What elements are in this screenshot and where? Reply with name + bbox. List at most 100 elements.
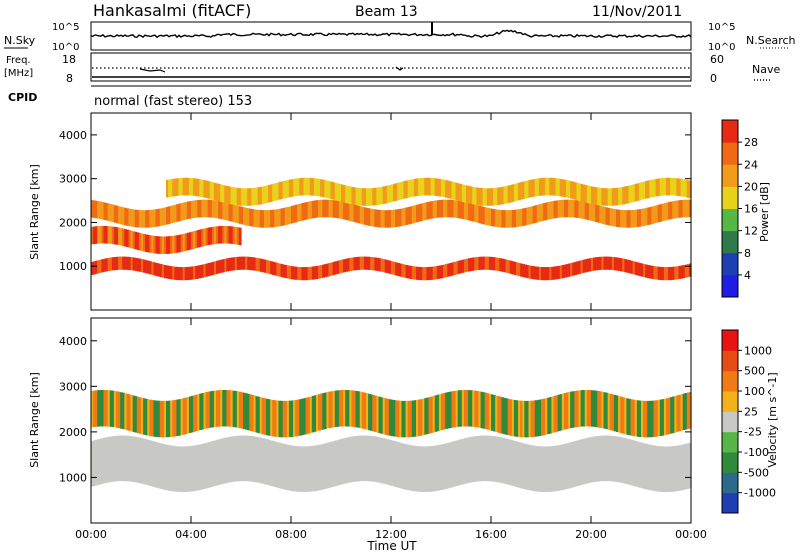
- data-cell: [168, 236, 171, 254]
- data-cell: [261, 438, 265, 484]
- data-cell: [407, 180, 411, 198]
- data-cell: [584, 259, 588, 273]
- data-cell: [624, 397, 628, 435]
- data-cell: [578, 439, 582, 486]
- data-cell: [174, 235, 178, 253]
- data-cell: [153, 235, 157, 254]
- data-cell: [218, 201, 221, 219]
- data-cell: [574, 182, 578, 200]
- data-cell: [538, 446, 542, 492]
- data-cell: [568, 392, 571, 429]
- data-cell: [149, 235, 153, 253]
- data-cell: [178, 399, 182, 436]
- data-cell: [453, 390, 457, 428]
- data-cell: [257, 258, 261, 272]
- data-cell: [278, 442, 282, 489]
- data-cell: [672, 266, 675, 280]
- data-cell: [382, 438, 386, 484]
- data-cell: [180, 234, 184, 252]
- data-cell: [438, 394, 442, 431]
- data-cell: [399, 208, 403, 227]
- data-cell: [101, 225, 105, 244]
- data-cell: [457, 390, 461, 427]
- data-cell: [193, 178, 196, 196]
- data-cell: [482, 435, 486, 482]
- data-cell: [93, 390, 96, 427]
- data-cell: [476, 205, 480, 223]
- data-cell: [551, 446, 555, 492]
- data-cell: [216, 200, 219, 219]
- data-cell: [178, 446, 182, 492]
- data-cell: [636, 441, 640, 488]
- data-cell: [384, 438, 388, 485]
- data-cell: [495, 187, 498, 206]
- data-cell: [174, 178, 178, 196]
- data-cell: [588, 437, 592, 483]
- data-cell: [186, 201, 190, 220]
- data-cell: [259, 210, 263, 228]
- data-cell: [641, 208, 644, 227]
- data-cell: [553, 445, 557, 492]
- data-cell: [584, 185, 588, 203]
- data-cell: [526, 444, 530, 490]
- data-cell: [116, 391, 119, 428]
- data-cell: [245, 188, 248, 206]
- data-cell: [347, 390, 350, 427]
- data-cell: [324, 180, 328, 198]
- data-cell: [601, 391, 605, 429]
- data-cell: [161, 236, 165, 254]
- data-cell: [143, 234, 146, 252]
- data-cell: [184, 267, 188, 281]
- data-cell: [438, 444, 442, 491]
- data-cell: [578, 260, 582, 274]
- data-cell: [447, 199, 450, 218]
- data-cell: [511, 440, 515, 486]
- colorbar-swatch-5: [722, 391, 738, 412]
- data-cell: [493, 436, 496, 482]
- data-cell: [247, 256, 250, 270]
- data-cell: [263, 259, 267, 273]
- xtick-label-0: 00:00: [75, 528, 107, 541]
- data-cell: [655, 445, 659, 492]
- data-cell: [216, 183, 219, 201]
- data-cell: [147, 439, 150, 486]
- data-cell: [622, 437, 625, 484]
- data-cell: [605, 392, 609, 430]
- data-cell: [197, 178, 200, 197]
- data-cell: [553, 266, 557, 280]
- data-cell: [438, 265, 442, 279]
- data-cell: [172, 266, 175, 280]
- data-cell: [316, 265, 319, 279]
- data-cell: [357, 205, 361, 224]
- data-cell: [618, 209, 621, 228]
- data-cell: [509, 439, 513, 486]
- data-cell: [663, 398, 667, 436]
- data-cell: [393, 261, 396, 275]
- data-cell: [422, 177, 425, 196]
- data-cell: [463, 389, 467, 427]
- data-cell: [568, 442, 571, 489]
- data-cell: [380, 397, 384, 434]
- data-cell: [105, 437, 109, 483]
- data-cell: [91, 200, 94, 218]
- data-cell: [441, 199, 444, 218]
- data-cell: [301, 446, 305, 493]
- data-cell: [188, 177, 192, 196]
- data-cell: [176, 235, 180, 253]
- colorbar-swatch-0: [722, 492, 738, 514]
- data-cell: [318, 394, 321, 431]
- data-cell: [303, 398, 307, 435]
- data-cell: [368, 188, 371, 206]
- data-cell: [541, 399, 544, 436]
- data-cell: [682, 444, 686, 490]
- data-cell: [416, 178, 419, 196]
- data-cell: [668, 446, 671, 492]
- data-cell: [686, 392, 690, 429]
- data-cell: [474, 257, 478, 271]
- data-cell: [555, 445, 559, 492]
- data-cell: [620, 396, 623, 434]
- data-cell: [268, 260, 271, 274]
- data-cell: [526, 400, 530, 438]
- data-cell: [157, 236, 161, 254]
